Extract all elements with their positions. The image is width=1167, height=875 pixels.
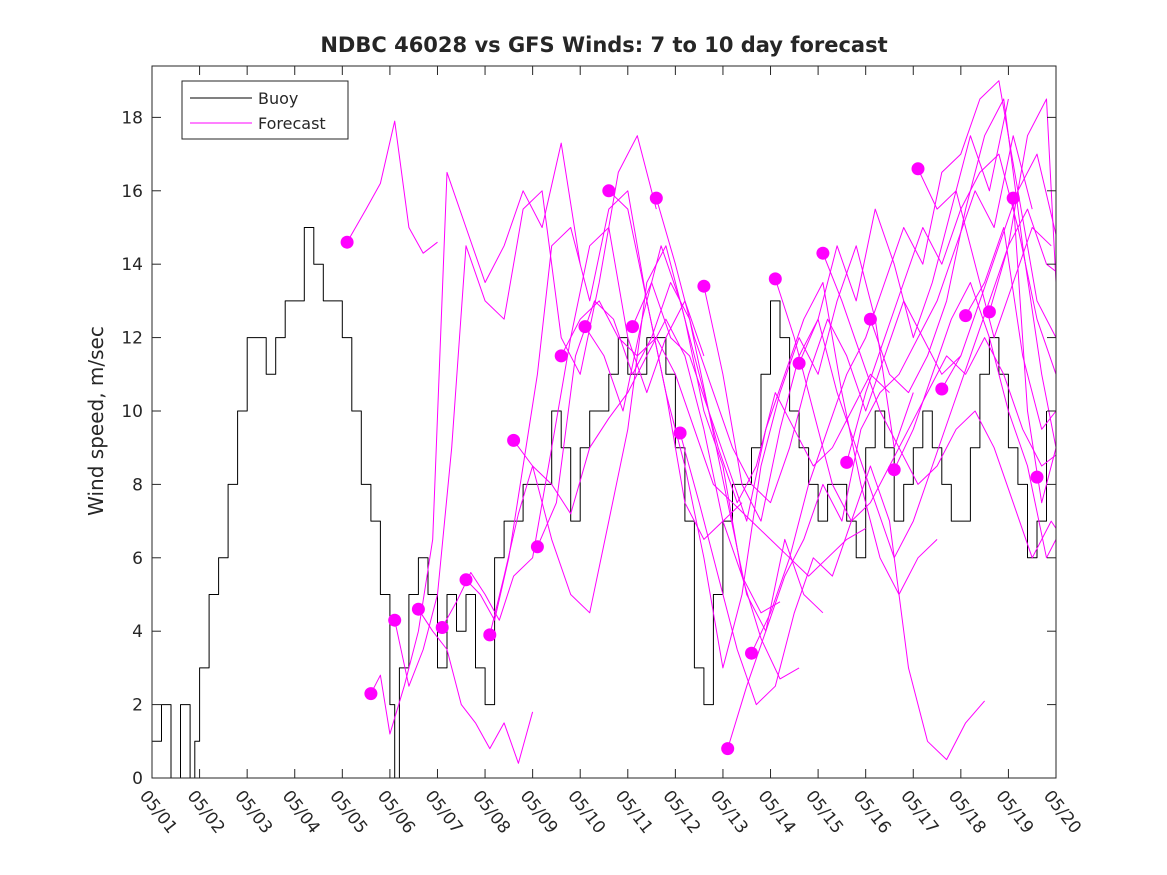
forecast-line-27 — [965, 227, 1057, 430]
marker-layer — [340, 162, 1044, 756]
forecast-line-1 — [346, 120, 438, 254]
forecast-marker-18 — [768, 272, 782, 286]
buoy-line — [152, 227, 1047, 779]
plot-frame — [151, 65, 1057, 779]
forecast-line-23 — [869, 98, 1057, 448]
y-tick-label: 16 — [121, 182, 143, 202]
y-axis-ticks: 0 2 4 6 8 10 12 14 16 18 — [121, 108, 1056, 789]
forecast-line-11 — [584, 245, 890, 504]
forecast-line-6 — [465, 190, 743, 621]
legend: Buoy Forecast — [181, 80, 349, 140]
forecast-marker-26 — [959, 309, 973, 323]
forecast-marker-25 — [935, 382, 949, 396]
forecast-line-13 — [632, 282, 938, 595]
y-tick-label: 12 — [121, 329, 143, 349]
forecast-line-17 — [727, 135, 1033, 749]
forecast-marker-8 — [530, 540, 544, 554]
forecast-marker-1 — [364, 687, 378, 701]
forecast-marker-29 — [1030, 470, 1044, 484]
forecast-marker-17 — [745, 646, 758, 660]
forecast-marker-20 — [816, 246, 830, 260]
y-tick-label: 10 — [121, 402, 143, 422]
y-tick-label: 18 — [121, 108, 143, 128]
forecast-marker-10 — [578, 320, 592, 334]
forecast-marker-22 — [863, 312, 877, 326]
chart-title: NDBC 46028 vs GFS Winds: 7 to 10 day for… — [320, 33, 887, 57]
forecast-marker-24 — [911, 162, 925, 176]
forecast-line-2 — [370, 142, 581, 735]
forecast-line-10 — [560, 300, 866, 577]
forecast-marker-2 — [388, 613, 402, 627]
forecast-marker-27 — [982, 305, 996, 319]
y-tick-label: 4 — [132, 622, 143, 642]
forecast-marker-7 — [507, 433, 521, 447]
forecast-line-24 — [893, 282, 1057, 559]
forecast-line-5 — [441, 227, 705, 628]
forecast-marker-16 — [721, 742, 735, 756]
forecast-line-16 — [703, 98, 1009, 522]
forecast-marker-9 — [554, 349, 568, 363]
forecast-marker-15 — [697, 279, 711, 293]
forecast-line-21 — [822, 253, 1057, 559]
forecast-line-25 — [917, 168, 1052, 339]
forecast-marker-5 — [459, 573, 473, 587]
forecast-line-14 — [655, 197, 962, 504]
forecast-marker-19 — [792, 356, 806, 370]
forecast-marker-6 — [483, 628, 497, 642]
y-tick-label: 0 — [132, 769, 143, 789]
forecast-marker-3 — [411, 602, 425, 616]
forecast-marker-0 — [340, 235, 354, 249]
legend-label-buoy: Buoy — [258, 89, 298, 108]
forecast-line-7 — [489, 318, 781, 636]
series-layer — [152, 80, 1057, 779]
y-tick-label: 14 — [121, 255, 143, 275]
forecast-line-28 — [988, 98, 1057, 313]
forecast-marker-28 — [1006, 191, 1020, 205]
forecast-marker-23 — [887, 463, 901, 477]
forecast-marker-12 — [626, 320, 639, 334]
forecast-line-18 — [751, 80, 1057, 654]
forecast-line-22 — [846, 153, 1057, 463]
forecast-marker-21 — [840, 455, 854, 469]
forecast-marker-14 — [673, 426, 687, 440]
forecast-line-4 — [417, 608, 534, 764]
y-tick-label: 6 — [132, 549, 143, 569]
forecast-line-26 — [941, 153, 1057, 390]
y-axis-label: Wind speed, m/sec — [84, 326, 108, 516]
forecast-line-29 — [1012, 198, 1057, 504]
y-tick-label: 8 — [132, 475, 143, 495]
forecast-line-20 — [798, 208, 1057, 559]
forecast-marker-4 — [435, 621, 449, 634]
legend-box — [181, 80, 349, 140]
forecast-marker-13 — [649, 191, 663, 205]
y-tick-label: 2 — [132, 696, 143, 716]
forecast-line-15 — [679, 432, 985, 761]
forecast-marker-11 — [602, 184, 616, 198]
forecast-line-19 — [774, 278, 1057, 522]
legend-label-forecast: Forecast — [258, 114, 326, 133]
